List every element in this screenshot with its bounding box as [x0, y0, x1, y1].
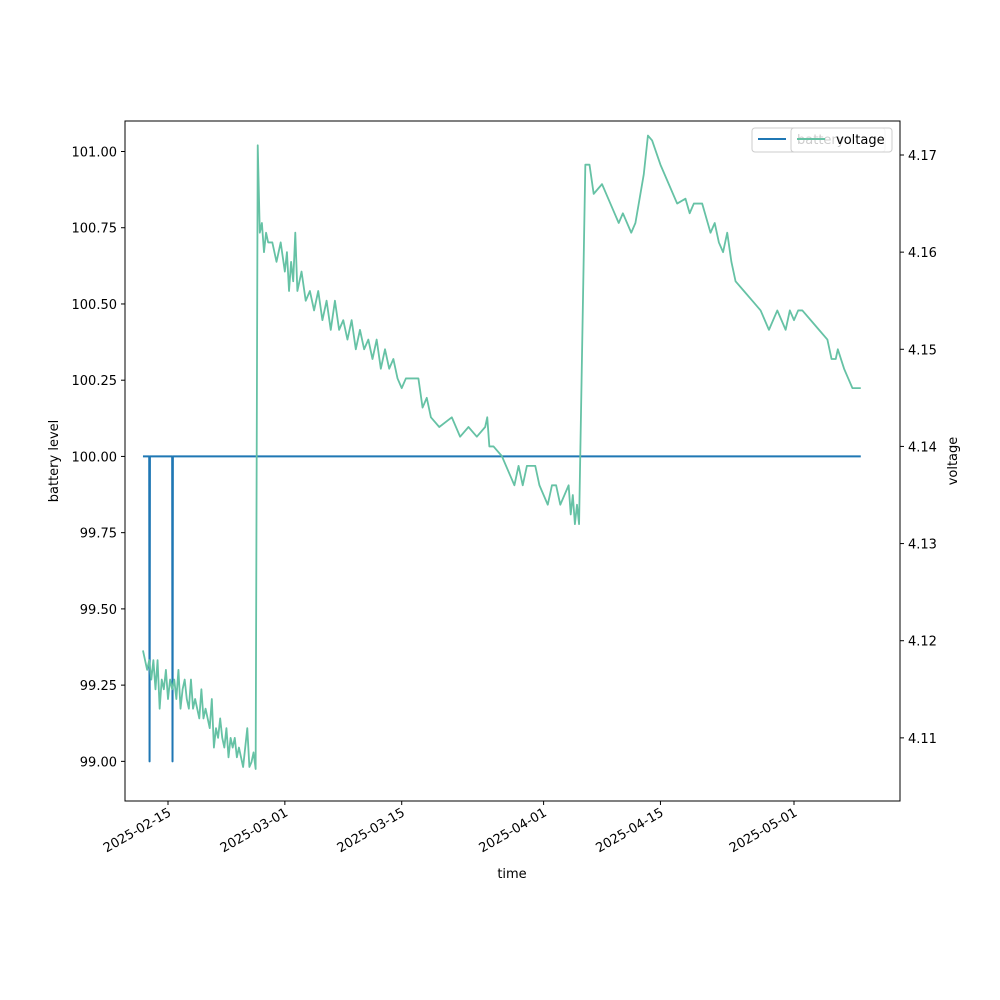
- series-layer: [142, 134, 861, 770]
- right-axis-title: voltage: [946, 437, 961, 486]
- right-tick-label: 4.14: [908, 440, 937, 455]
- left-axis-title: battery level: [47, 420, 62, 503]
- left-tick-label: 99.75: [80, 527, 117, 542]
- series-line-battery: [142, 455, 861, 763]
- right-axis: 4.11 4.12 4.13 4.14 4.15 4.16 4.17: [900, 149, 937, 747]
- left-axis: 99.00 99.25 99.50 99.75 100.00 100.25 100.50 10…: [72, 145, 125, 770]
- x-axis-title: time: [497, 867, 526, 882]
- left-tick-label: 99.50: [80, 603, 117, 618]
- right-tick-label: 4.11: [908, 732, 937, 747]
- right-tick-label: 4.12: [908, 635, 937, 650]
- plot-frame: [124, 120, 901, 802]
- legend-voltage-box: [790, 127, 893, 153]
- right-tick-label: 4.13: [908, 538, 937, 553]
- legend-voltage-label: voltage: [836, 133, 885, 148]
- left-tick-label: 100.50: [72, 298, 118, 313]
- left-tick-label: 100.75: [72, 222, 118, 237]
- left-tick-label: 99.25: [80, 679, 117, 694]
- left-tick-label: 99.00: [80, 755, 117, 770]
- plot-area: [125, 121, 900, 801]
- left-tick-label: 101.00: [72, 145, 118, 160]
- right-tick-label: 4.15: [908, 343, 937, 358]
- right-tick-label: 4.16: [908, 246, 937, 261]
- legend-voltage: voltage: [790, 127, 893, 153]
- left-tick-label: 100.25: [72, 374, 118, 389]
- series-line-voltage: [142, 134, 861, 770]
- left-tick-label: 100.00: [72, 450, 118, 465]
- right-tick-label: 4.17: [908, 149, 937, 164]
